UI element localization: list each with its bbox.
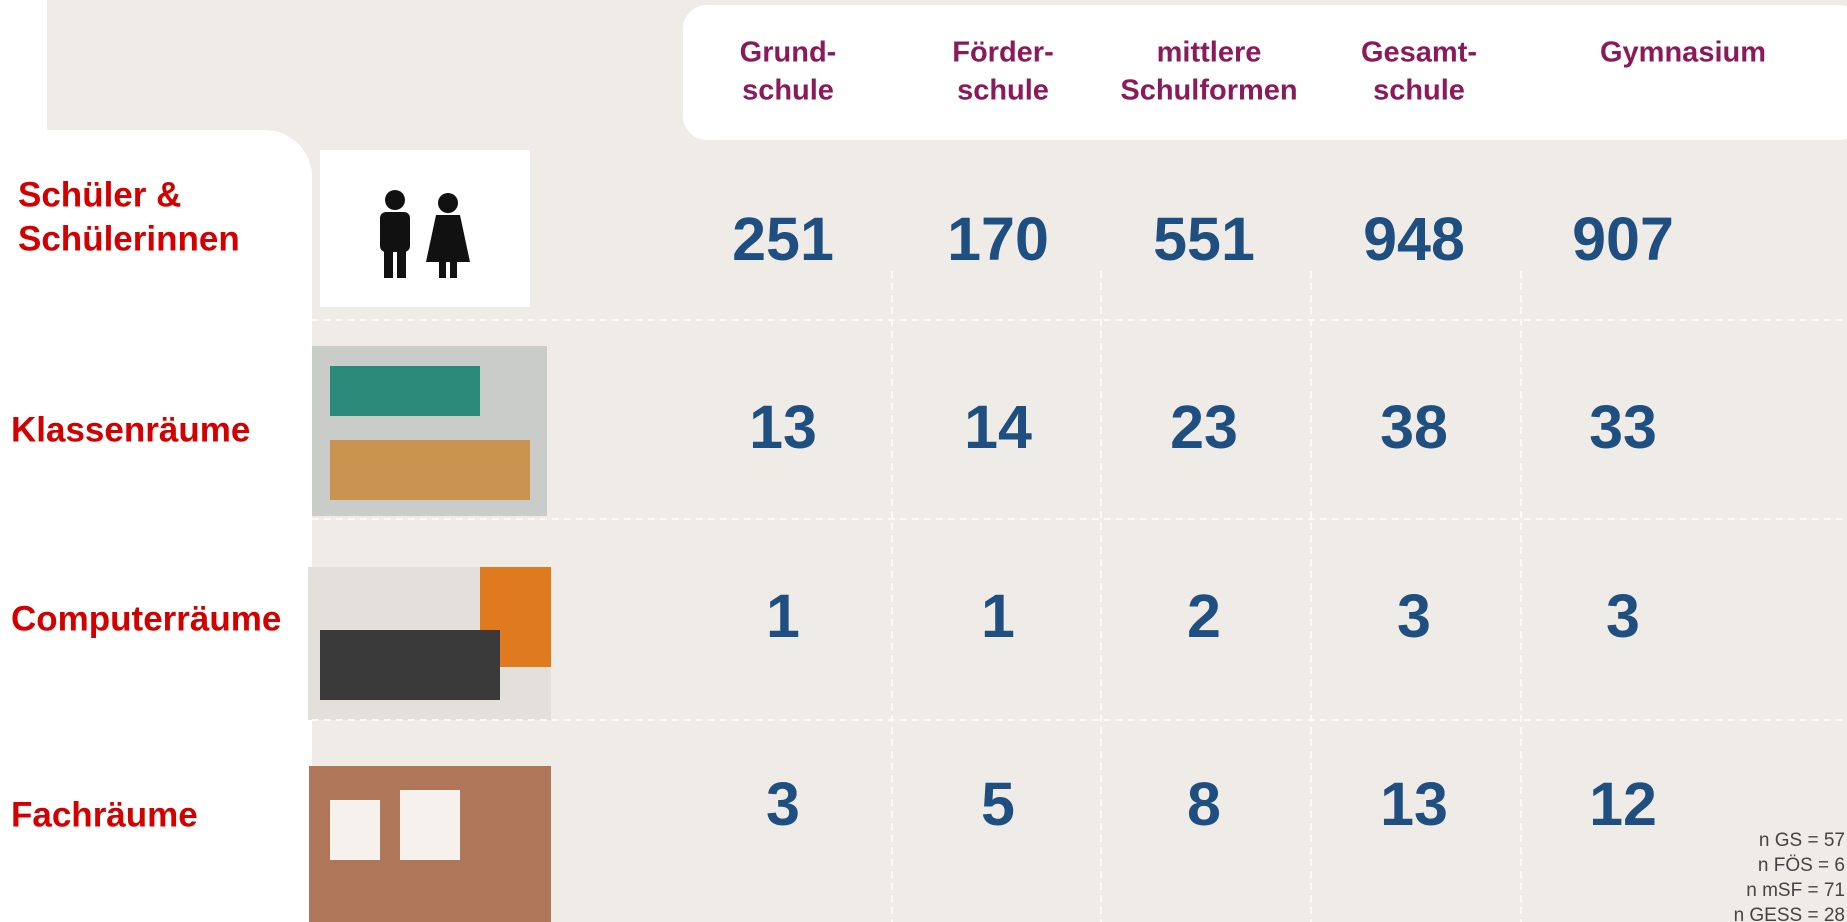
cell-value: 170 xyxy=(947,205,1049,273)
sample-size-note: n mSF = 71 xyxy=(1746,880,1845,901)
table: Grund-schule Förder-schule mittlere Schulfo… xyxy=(11,37,1845,922)
column-header: Gesamt- xyxy=(1361,37,1477,69)
column-header: schule xyxy=(1373,75,1465,107)
column-header: Förder- xyxy=(952,37,1054,69)
pupils-icon-box xyxy=(320,150,530,307)
cell-value: 12 xyxy=(1589,770,1657,838)
photo-detail xyxy=(320,630,500,700)
pupils-icon xyxy=(380,190,470,278)
photo-detail xyxy=(330,440,530,500)
header-panel xyxy=(683,5,1847,140)
cell-value: 13 xyxy=(749,393,817,461)
photo-detail xyxy=(400,790,460,860)
row-images xyxy=(308,150,551,922)
cell-value: 948 xyxy=(1363,205,1465,273)
cell-value: 8 xyxy=(1187,770,1221,838)
row-label: Fachräume xyxy=(11,795,198,834)
cell-value: 3 xyxy=(1397,582,1431,650)
cell-value: 551 xyxy=(1153,205,1255,273)
sample-size-note: n FÖS = 6 xyxy=(1758,855,1845,876)
column-header: Gymnasium xyxy=(1600,37,1766,69)
sample-size-note: n GESS = 28 xyxy=(1734,905,1845,922)
cell-value: 13 xyxy=(1380,770,1448,838)
column-header: schule xyxy=(957,75,1049,107)
cell-value: 3 xyxy=(766,770,800,838)
cell-value: 3 xyxy=(1606,582,1640,650)
row-label: Klassenräume xyxy=(11,410,250,449)
row-label: Computerräume xyxy=(11,599,281,638)
column-header: mittlere xyxy=(1157,37,1262,69)
cell-value: 1 xyxy=(981,582,1015,650)
photo-detail xyxy=(330,800,380,860)
cell-value: 1 xyxy=(766,582,800,650)
column-header: schule xyxy=(742,75,834,107)
cell-value: 14 xyxy=(964,393,1032,461)
cell-value: 907 xyxy=(1572,205,1674,273)
column-header: Grund- xyxy=(740,37,837,69)
label-column xyxy=(0,130,312,922)
grid-lines xyxy=(312,271,1847,922)
cell-value: 251 xyxy=(732,205,834,273)
cell-value: 23 xyxy=(1170,393,1238,461)
sample-size-note: n GS = 57 xyxy=(1759,830,1845,851)
column-header: Schulformen xyxy=(1120,75,1297,107)
cell-value: 33 xyxy=(1589,393,1657,461)
row-label: Schülerinnen xyxy=(18,219,240,258)
photo-detail xyxy=(330,366,480,416)
cell-value: 2 xyxy=(1187,582,1221,650)
cell-value: 5 xyxy=(981,770,1015,838)
row-label: Schüler & xyxy=(18,175,181,214)
cell-value: 38 xyxy=(1380,393,1448,461)
